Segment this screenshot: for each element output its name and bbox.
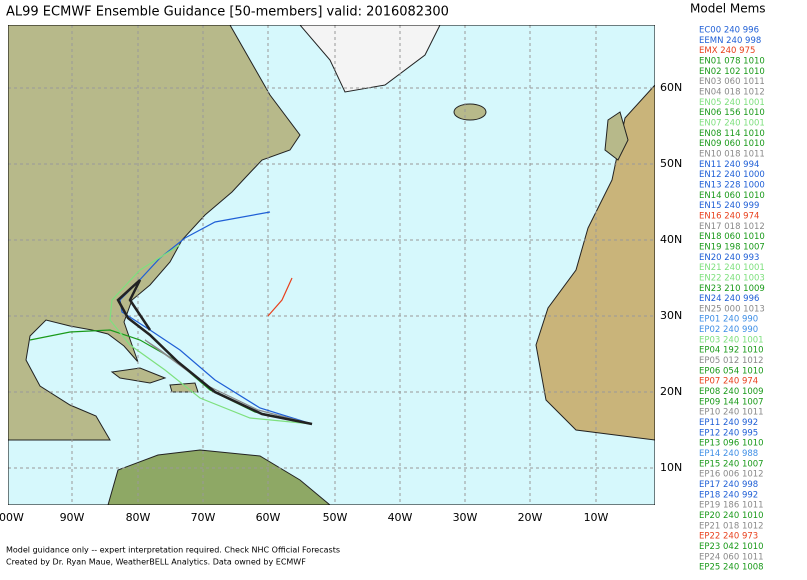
legend-entry: EP21 018 1012 [699, 521, 764, 531]
lon-label: 80W [126, 511, 151, 524]
legend-entry: EP09 144 1007 [699, 397, 764, 407]
legend-entry: EP25 240 1008 [699, 563, 764, 573]
legend-entry: EP24 060 1011 [699, 552, 764, 562]
legend-entry: EN22 240 1003 [699, 273, 765, 283]
legend-entry: EP13 096 1010 [699, 439, 764, 449]
legend-entry: EP23 042 1010 [699, 542, 764, 552]
graticule [8, 25, 655, 505]
legend-entry: EN06 156 1010 [699, 108, 765, 118]
legend-entry: EP18 240 992 [699, 490, 758, 500]
legend-entry: EN04 018 1012 [699, 87, 765, 97]
legend-entry: EP04 192 1010 [699, 346, 764, 356]
legend-entry: EP07 240 974 [699, 377, 758, 387]
legend-entry: EN13 228 1000 [699, 180, 765, 190]
legend-entry: EP20 240 1010 [699, 511, 764, 521]
legend-entry: EMX 240 975 [699, 46, 755, 56]
legend-entry: EN14 060 1010 [699, 191, 765, 201]
footer: Model guidance only -- expert interpreta… [6, 546, 340, 567]
legend-entry: EN07 240 1001 [699, 118, 765, 128]
legend-entry: EN15 240 999 [699, 201, 759, 211]
lat-label: 20N [660, 385, 682, 398]
legend-entry: EN01 078 1010 [699, 56, 765, 66]
lon-label: 100W [0, 511, 24, 524]
lat-label: 50N [660, 157, 682, 170]
tracks [29, 211, 313, 426]
legend-entry: EP16 006 1012 [699, 470, 764, 480]
lat-label: 60N [660, 81, 682, 94]
legend-entry: EEMN 240 998 [699, 36, 761, 46]
legend-entry: EN24 240 996 [699, 294, 759, 304]
legend-entry: EN21 240 1001 [699, 263, 765, 273]
footer-line: Model guidance only -- expert interpreta… [6, 546, 340, 555]
title: AL99 ECMWF Ensemble Guidance [50-members… [6, 5, 449, 20]
legend-entry: EN10 018 1011 [699, 149, 765, 159]
legend-entry: EN09 060 1010 [699, 139, 765, 149]
legend-entry: EN08 114 1010 [699, 129, 765, 139]
legend-entry: EP14 240 988 [699, 449, 758, 459]
legend-entry: EP12 240 995 [699, 428, 758, 438]
legend-entry: EN17 018 1012 [699, 222, 765, 232]
lon-label: 60W [256, 511, 281, 524]
legend-entry: EP11 240 992 [699, 418, 758, 428]
legend-entry: EN18 060 1010 [699, 232, 765, 242]
lon-label: 90W [60, 511, 85, 524]
legend-entry: EN25 000 1013 [699, 304, 765, 314]
legend-entry: EP03 240 1001 [699, 335, 764, 345]
legend-entry: EN03 060 1011 [699, 77, 765, 87]
lat-label: 30N [660, 309, 682, 322]
map [8, 25, 655, 505]
legend-title: Model Mems [690, 2, 766, 16]
legend-entry: EN05 240 1001 [699, 98, 765, 108]
legend-entry: EN19 198 1007 [699, 242, 765, 252]
legend-entry: EP08 240 1009 [699, 387, 764, 397]
legend-entry: EN20 240 993 [699, 253, 759, 263]
lon-label: 50W [323, 511, 348, 524]
legend-entry: EP10 240 1011 [699, 408, 764, 418]
lon-label: 70W [191, 511, 216, 524]
legend-entry: EP19 186 1011 [699, 501, 764, 511]
legend-entry: EP05 012 1012 [699, 356, 764, 366]
legend-entry: EP15 240 1007 [699, 459, 764, 469]
legend-entry: EP17 240 998 [699, 480, 758, 490]
legend-entry: EN02 102 1010 [699, 67, 765, 77]
land [8, 25, 655, 505]
legend-entry: EN11 240 994 [699, 160, 759, 170]
footer-line: Created by Dr. Ryan Maue, WeatherBELL An… [6, 558, 306, 567]
lon-labels: 100W 90W 80W 70W 60W 50W 40W 30W 20W 10W [0, 511, 609, 524]
lon-label: 40W [388, 511, 413, 524]
lat-label: 40N [660, 233, 682, 246]
legend-entry: EP02 240 990 [699, 325, 758, 335]
lon-label: 10W [584, 511, 609, 524]
legend-entry: EN16 240 974 [699, 211, 759, 221]
legend-entry: EP06 054 1010 [699, 366, 764, 376]
legend-entry: EN23 210 1009 [699, 284, 765, 294]
legend-entry: EP22 240 973 [699, 532, 758, 542]
lat-labels: 60N 50N 40N 30N 20N 10N [660, 81, 682, 474]
lon-label: 30W [453, 511, 478, 524]
legend-entry: EN12 240 1000 [699, 170, 765, 180]
legend-entry: EC00 240 996 [699, 26, 759, 36]
lat-label: 10N [660, 461, 682, 474]
lon-label: 20W [518, 511, 543, 524]
legend-entry: EP01 240 990 [699, 315, 758, 325]
